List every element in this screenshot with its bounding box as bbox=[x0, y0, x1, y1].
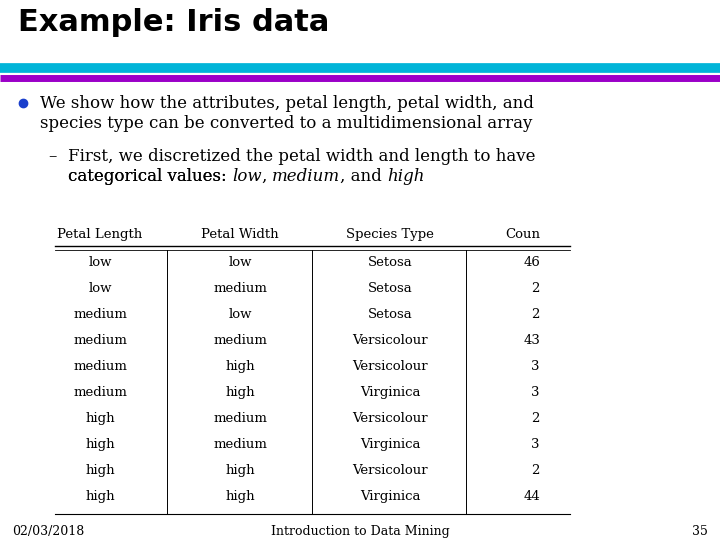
Text: First, we discretized the petal width and length to have: First, we discretized the petal width an… bbox=[68, 148, 536, 165]
Text: Species Type: Species Type bbox=[346, 228, 434, 241]
Text: categorical values:: categorical values: bbox=[68, 168, 232, 185]
Text: high: high bbox=[85, 438, 114, 451]
Text: 2: 2 bbox=[531, 412, 540, 425]
Text: medium: medium bbox=[213, 334, 267, 347]
Text: medium: medium bbox=[272, 168, 341, 185]
Text: medium: medium bbox=[73, 360, 127, 373]
Text: Virginica: Virginica bbox=[360, 438, 420, 451]
Text: high: high bbox=[387, 168, 425, 185]
Text: high: high bbox=[85, 490, 114, 503]
Text: Coun: Coun bbox=[505, 228, 540, 241]
Text: high: high bbox=[225, 464, 255, 477]
Text: high: high bbox=[85, 412, 114, 425]
Text: medium: medium bbox=[213, 412, 267, 425]
Text: 2: 2 bbox=[531, 308, 540, 321]
Text: Setosa: Setosa bbox=[368, 308, 413, 321]
Text: 2: 2 bbox=[531, 282, 540, 295]
Text: species type can be converted to a multidimensional array: species type can be converted to a multi… bbox=[40, 115, 532, 132]
Text: Versicolour: Versicolour bbox=[352, 464, 428, 477]
Text: 46: 46 bbox=[523, 256, 540, 269]
Text: medium: medium bbox=[73, 308, 127, 321]
Text: Example: Iris data: Example: Iris data bbox=[18, 8, 329, 37]
Text: Setosa: Setosa bbox=[368, 282, 413, 295]
Text: 3: 3 bbox=[531, 386, 540, 399]
Text: 3: 3 bbox=[531, 438, 540, 451]
Text: ,: , bbox=[261, 168, 272, 185]
Text: We show how the attributes, petal length, petal width, and: We show how the attributes, petal length… bbox=[40, 95, 534, 112]
Text: high: high bbox=[225, 360, 255, 373]
Text: low: low bbox=[232, 168, 261, 185]
Text: medium: medium bbox=[73, 334, 127, 347]
Text: categorical values:: categorical values: bbox=[68, 168, 232, 185]
Text: high: high bbox=[85, 464, 114, 477]
Text: 43: 43 bbox=[523, 334, 540, 347]
Text: Versicolour: Versicolour bbox=[352, 412, 428, 425]
Text: low: low bbox=[89, 282, 112, 295]
Text: low: low bbox=[228, 308, 252, 321]
Text: high: high bbox=[225, 386, 255, 399]
Text: Petal Width: Petal Width bbox=[201, 228, 279, 241]
Text: medium: medium bbox=[213, 282, 267, 295]
Text: low: low bbox=[228, 256, 252, 269]
Text: , and: , and bbox=[341, 168, 387, 185]
Text: medium: medium bbox=[213, 438, 267, 451]
Text: low: low bbox=[89, 256, 112, 269]
Text: high: high bbox=[225, 490, 255, 503]
Text: 2: 2 bbox=[531, 464, 540, 477]
Text: 44: 44 bbox=[523, 490, 540, 503]
Text: 3: 3 bbox=[531, 360, 540, 373]
Text: 35: 35 bbox=[692, 525, 708, 538]
Text: Virginica: Virginica bbox=[360, 490, 420, 503]
Text: 02/03/2018: 02/03/2018 bbox=[12, 525, 84, 538]
Text: Setosa: Setosa bbox=[368, 256, 413, 269]
Text: Introduction to Data Mining: Introduction to Data Mining bbox=[271, 525, 449, 538]
Text: Petal Length: Petal Length bbox=[58, 228, 143, 241]
Text: Versicolour: Versicolour bbox=[352, 360, 428, 373]
Text: medium: medium bbox=[73, 386, 127, 399]
Text: Versicolour: Versicolour bbox=[352, 334, 428, 347]
Text: –: – bbox=[48, 148, 56, 165]
Text: Virginica: Virginica bbox=[360, 386, 420, 399]
